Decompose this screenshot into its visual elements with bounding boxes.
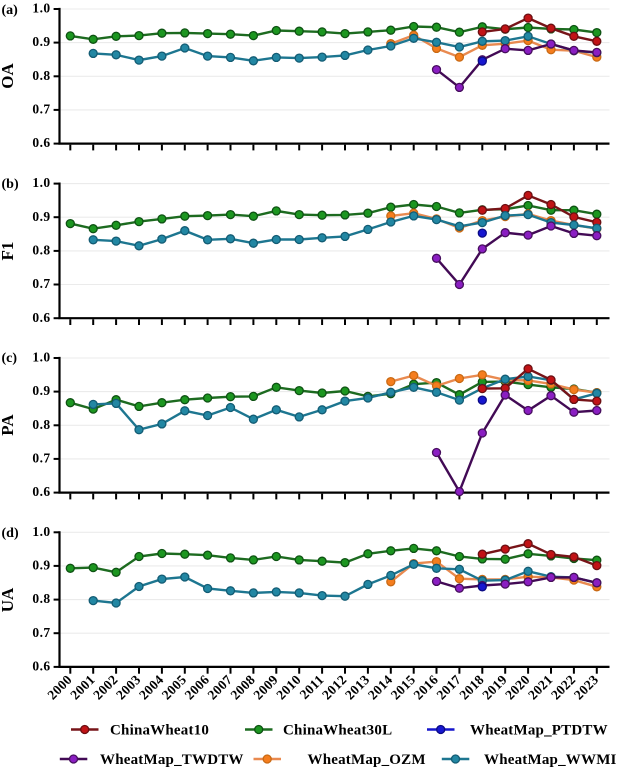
svg-text:0.6: 0.6	[32, 135, 50, 150]
svg-text:0.7: 0.7	[32, 625, 50, 640]
svg-text:ChinaWheat30L: ChinaWheat30L	[283, 723, 392, 739]
svg-text:0.6: 0.6	[32, 659, 50, 674]
svg-text:WheatMap_PTDTW: WheatMap_PTDTW	[470, 723, 608, 739]
svg-text:(d): (d)	[2, 526, 19, 541]
svg-text:1.0: 1.0	[32, 350, 50, 365]
svg-text:PA: PA	[0, 414, 17, 436]
svg-text:F1: F1	[0, 242, 17, 261]
svg-text:(c): (c)	[2, 351, 18, 366]
svg-text:0.8: 0.8	[32, 243, 50, 258]
svg-text:1.0: 1.0	[32, 1, 50, 16]
svg-text:0.6: 0.6	[32, 484, 50, 499]
svg-text:0.7: 0.7	[32, 102, 50, 117]
svg-text:0.8: 0.8	[32, 68, 50, 83]
svg-text:0.9: 0.9	[32, 383, 50, 398]
svg-text:(b): (b)	[2, 177, 19, 192]
svg-text:0.9: 0.9	[32, 558, 50, 573]
svg-text:0.7: 0.7	[32, 276, 50, 291]
svg-text:WheatMap_TWDTW: WheatMap_TWDTW	[100, 752, 244, 768]
svg-text:WheatMap_OZM: WheatMap_OZM	[308, 752, 426, 768]
svg-text:OA: OA	[0, 63, 17, 89]
svg-text:1.0: 1.0	[32, 524, 50, 539]
svg-text:(a): (a)	[2, 3, 19, 18]
svg-text:1.0: 1.0	[32, 175, 50, 190]
svg-text:0.9: 0.9	[32, 209, 50, 224]
svg-text:0.8: 0.8	[32, 417, 50, 432]
svg-text:0.8: 0.8	[32, 591, 50, 606]
svg-text:0.6: 0.6	[32, 310, 50, 325]
svg-text:UA: UA	[0, 587, 17, 612]
svg-text:0.7: 0.7	[32, 451, 50, 466]
svg-text:WheatMap_WWMI: WheatMap_WWMI	[484, 752, 617, 768]
svg-text:ChinaWheat10: ChinaWheat10	[110, 723, 209, 739]
svg-text:0.9: 0.9	[32, 34, 50, 49]
